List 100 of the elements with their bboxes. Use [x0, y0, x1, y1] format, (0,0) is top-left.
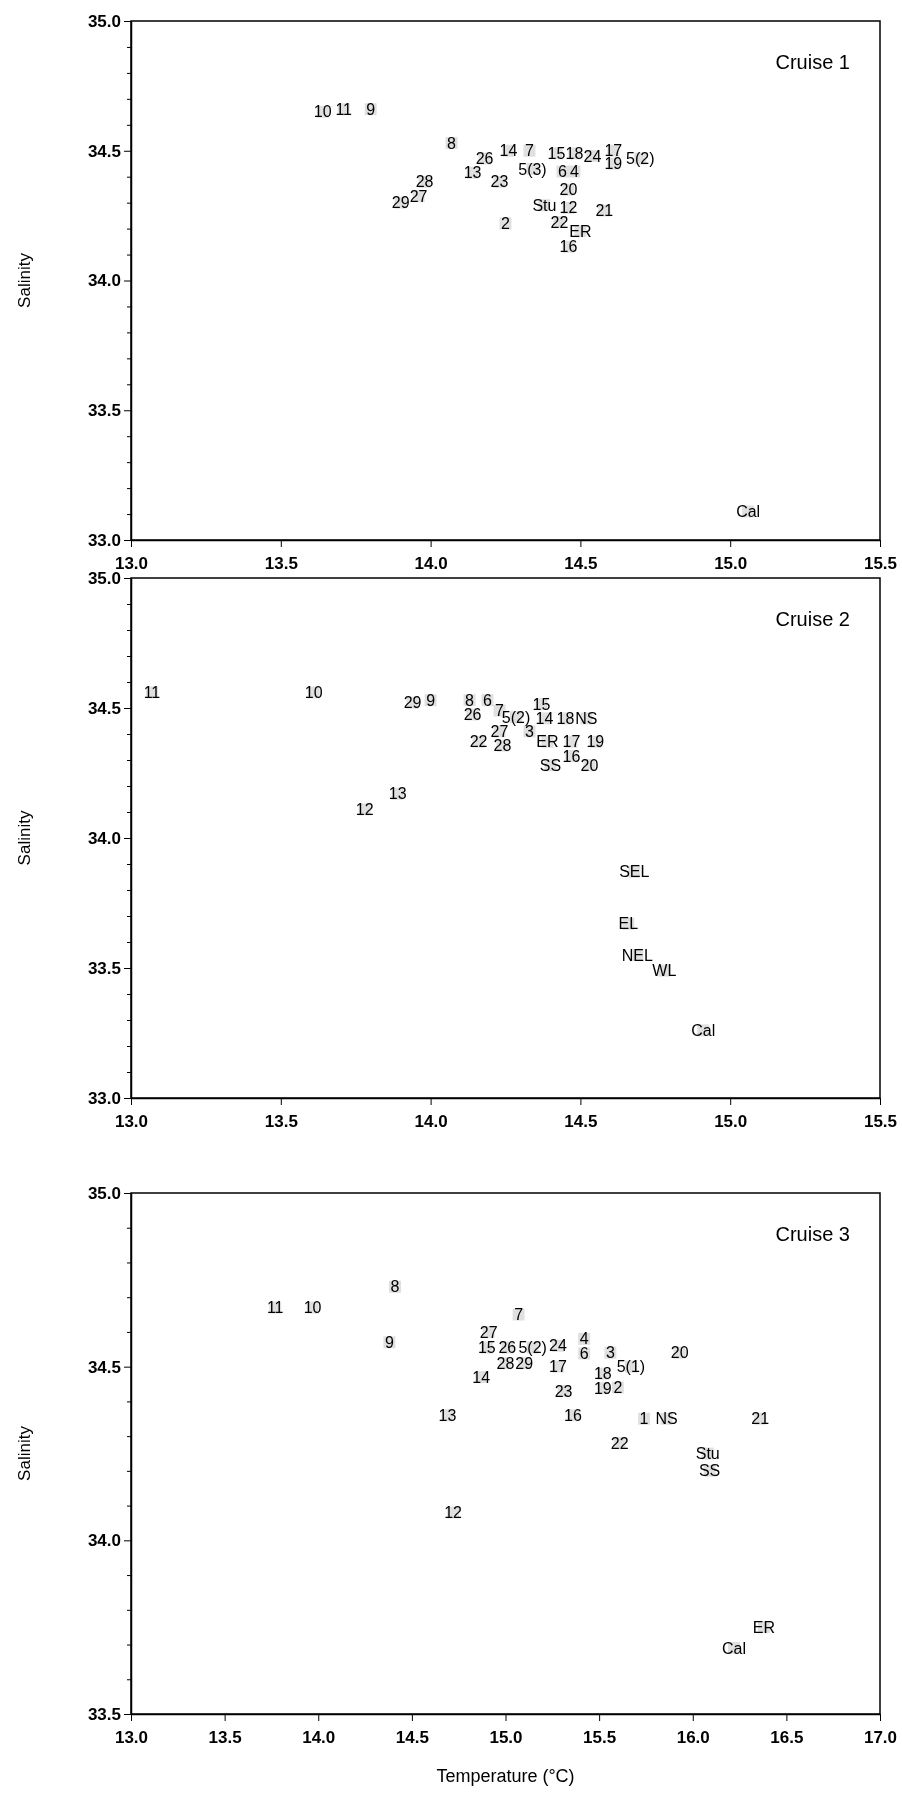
annotation: 10: [313, 103, 332, 121]
annotation: 15: [532, 695, 551, 713]
annotation: 26: [463, 706, 482, 724]
annotation: 14: [535, 710, 554, 727]
y-tick-label: 34.5: [87, 141, 121, 161]
annotation: 28: [415, 173, 434, 191]
annotation: 4: [569, 163, 579, 181]
annotation: 5(1): [616, 1358, 646, 1376]
x-tick-label: 15.5: [863, 1111, 898, 1131]
annotation: 2: [501, 215, 511, 233]
annotation: 16: [562, 747, 581, 765]
annotation: 24: [549, 1337, 567, 1355]
annotation: 14: [499, 142, 518, 160]
annotation: 24: [583, 147, 602, 165]
x-tick-label: 15.5: [863, 553, 898, 573]
annotation: 17: [549, 1358, 567, 1376]
y-tick-label: 33.5: [87, 958, 121, 978]
x-tick-label: 13.0: [114, 1727, 149, 1747]
annotation: 29: [403, 694, 422, 712]
annotation: 21: [595, 202, 614, 220]
annotation: 13: [438, 1406, 457, 1424]
annotation: 20: [559, 181, 578, 199]
annotation: 9: [384, 1333, 394, 1351]
annotation: Stu: [532, 196, 557, 214]
annotation: 21: [751, 1410, 770, 1428]
annotation: 6: [483, 691, 493, 709]
annotation: 20: [670, 1344, 689, 1362]
annotation: 16: [564, 1406, 582, 1424]
y-tick-label: 34.5: [87, 698, 121, 718]
x-tick-label: 13.5: [208, 1727, 242, 1747]
annotation: WL: [652, 962, 677, 980]
x-tick-label: 13.0: [114, 1111, 149, 1131]
y-tick-label: 33.0: [87, 530, 121, 550]
annotation: 9: [426, 691, 436, 709]
text: Cruise 2: [775, 608, 850, 630]
annotation: NEL: [621, 946, 653, 964]
x-tick-label: 14.0: [414, 553, 448, 573]
annotation: SS: [539, 756, 562, 774]
annotation: 12: [559, 199, 578, 217]
annotation: 20: [580, 756, 599, 774]
x-tick-label: 13.5: [264, 1111, 298, 1131]
annotation: 3: [605, 1344, 615, 1362]
x-tick-label: 15.5: [583, 1727, 617, 1747]
annotation: SEL: [619, 863, 650, 881]
annotation: 15: [477, 1339, 496, 1357]
annotation: EL: [618, 915, 639, 933]
annotation: 13: [388, 785, 407, 803]
x-axis-title: Temperature (°C): [436, 1766, 575, 1786]
y-tick-label: 34.0: [87, 271, 121, 291]
annotation: 22: [550, 213, 569, 231]
y-tick-label: 33.5: [87, 401, 121, 421]
annotation: 11: [266, 1299, 284, 1317]
y-tick-label: 34.5: [87, 1357, 121, 1377]
x-tick-label: 17.0: [863, 1727, 898, 1747]
x-tick-label: 14.5: [395, 1727, 429, 1747]
annotation: 27: [490, 723, 509, 740]
annotation: 19: [586, 733, 605, 751]
y-tick-label: 34.0: [87, 828, 121, 848]
annotation: 18: [565, 144, 584, 162]
y-tick-label: 34.0: [87, 1531, 121, 1551]
annotation: SS: [698, 1462, 721, 1480]
annotation: ER: [569, 222, 592, 240]
annotation: 14: [472, 1368, 491, 1386]
x-tick-label: 14.0: [302, 1727, 336, 1747]
annotation: 11: [143, 684, 161, 701]
y-tick-label: 33.0: [87, 1088, 121, 1108]
annotation: 28: [496, 1354, 515, 1372]
annotation: 27: [409, 187, 428, 205]
text: Cruise 3: [775, 1223, 850, 1245]
x-tick-label: 14.5: [564, 553, 598, 573]
annotation: 10: [304, 684, 323, 701]
annotation: 7: [525, 142, 535, 160]
annotation: 28: [493, 737, 512, 755]
annotation: 5(3): [518, 160, 547, 178]
annotation: NS: [575, 710, 598, 727]
annotation: 5(2): [626, 150, 655, 168]
annotation: ER: [536, 733, 559, 751]
x-tick-label: 15.0: [714, 1111, 748, 1131]
annotation: 17: [562, 733, 581, 751]
annotation: 13: [463, 164, 482, 182]
y-tick-label: 35.0: [87, 11, 121, 31]
annotation: 8: [465, 691, 475, 709]
y-axis-title: Salinity: [15, 1425, 34, 1481]
annotation: 26: [498, 1339, 517, 1357]
annotation: Stu: [695, 1445, 720, 1463]
annotation: 29: [391, 194, 410, 212]
annotation: 8: [447, 134, 457, 152]
annotation: ER: [752, 1618, 776, 1636]
annotation: 18: [556, 710, 575, 727]
annotation: 6: [557, 163, 567, 181]
x-tick-label: 15.0: [489, 1727, 523, 1747]
x-tick-label: 16.5: [770, 1727, 804, 1747]
x-tick-label: 14.5: [564, 1111, 598, 1131]
annotation: 16: [559, 238, 578, 256]
annotation: 22: [610, 1434, 629, 1452]
annotation: 5(2): [518, 1339, 547, 1357]
annotation: 6: [579, 1345, 589, 1363]
annotation: Cal: [691, 1022, 716, 1039]
annotation: 1: [639, 1410, 649, 1428]
annotation: 19: [604, 155, 623, 173]
